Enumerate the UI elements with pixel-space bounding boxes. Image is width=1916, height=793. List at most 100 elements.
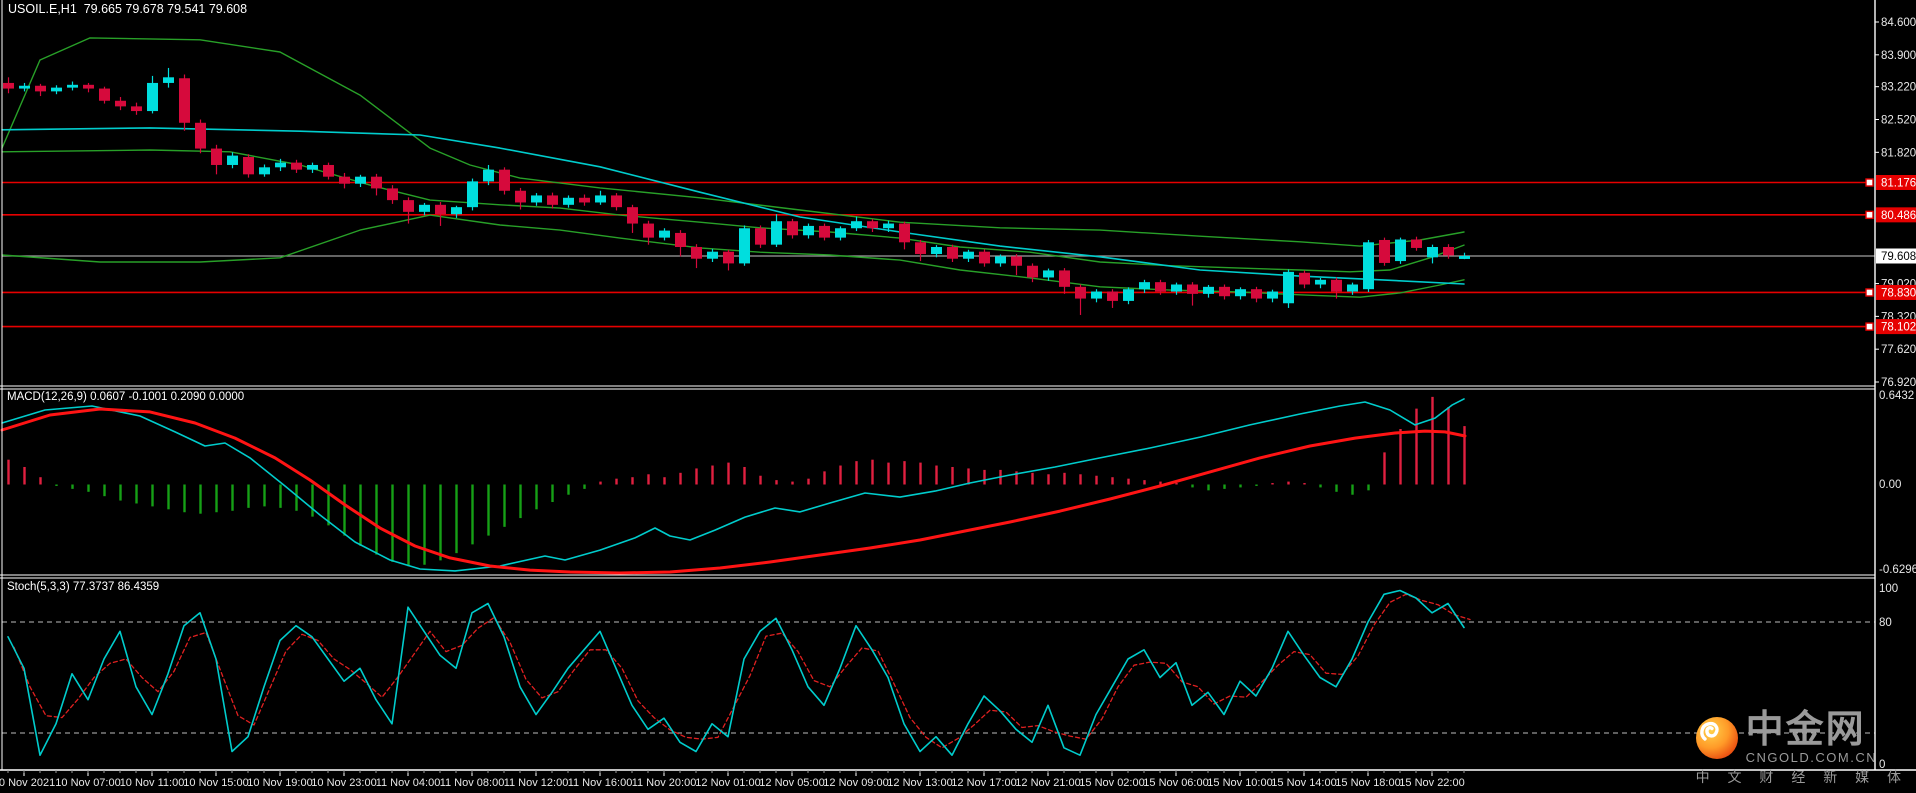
- candle-body: [707, 251, 718, 259]
- time-axis-label: 15 Nov 06:00: [1143, 777, 1208, 789]
- candle-body: [1059, 270, 1070, 287]
- time-axis-label: 12 Nov 21:00: [1015, 777, 1080, 789]
- bollinger-lower-line: [1, 214, 1465, 298]
- candle-body: [227, 155, 238, 165]
- candle-body: [1011, 256, 1022, 266]
- line-endpoint-handle[interactable]: [1865, 322, 1874, 331]
- stoch-k-line: [7, 589, 1465, 757]
- candle-body: [131, 106, 142, 112]
- candle-body: [675, 232, 686, 247]
- time-axis-label: 15 Nov 18:00: [1335, 777, 1400, 789]
- time-axis-label: 11 Nov 12:00: [504, 777, 569, 789]
- time-axis-label: 12 Nov 05:00: [759, 777, 824, 789]
- stoch-scale-100: 100: [1879, 583, 1898, 595]
- candle-body: [867, 221, 878, 229]
- candle-body: [531, 195, 542, 203]
- macd-main-line: [1, 398, 1465, 572]
- candle-body: [371, 176, 382, 189]
- candle-body: [323, 164, 334, 177]
- candle-body: [419, 204, 430, 212]
- watermark: 中金网 CNGOLD.COM.CN 中 文 财 经 新 媒 体: [1695, 709, 1908, 787]
- candle-body: [819, 225, 830, 238]
- time-axis-label: 10 Nov 11:00: [120, 777, 185, 789]
- candle-body: [739, 228, 750, 264]
- candle-body: [1155, 282, 1166, 292]
- candle-body: [1283, 271, 1294, 304]
- line-endpoint-handle[interactable]: [1865, 178, 1874, 187]
- time-axis-label: 15 Nov 02:00: [1079, 777, 1144, 789]
- candle-body: [659, 230, 670, 238]
- candle-body: [915, 242, 926, 255]
- watermark-brand-text: 中金网: [1745, 709, 1866, 751]
- candle-body: [755, 228, 766, 245]
- candle-body: [771, 221, 782, 245]
- candle-body: [1363, 242, 1374, 290]
- candle-body: [1043, 270, 1054, 278]
- candle-body: [691, 247, 702, 259]
- price-axis-label: 83.900: [1881, 50, 1916, 62]
- candle-body: [35, 85, 46, 92]
- time-axis-label: 12 Nov 09:00: [823, 777, 888, 789]
- chart-title: USOIL.E,H1 79.665 79.678 79.541 79.608: [8, 2, 248, 16]
- stoch-panel: [2, 589, 1875, 757]
- time-axis-label: 15 Nov 14:00: [1271, 777, 1336, 789]
- candle-body: [515, 190, 526, 203]
- stoch-panel-surface[interactable]: [2, 579, 1875, 770]
- candle-body: [483, 169, 494, 182]
- candle-body: [211, 148, 222, 165]
- candle-body: [339, 176, 350, 184]
- candle-body: [67, 84, 78, 88]
- line-endpoint-handle[interactable]: [1865, 210, 1874, 220]
- watermark-domain-text: CNGOLD.COM.CN: [1745, 750, 1878, 765]
- candle-body: [1267, 291, 1278, 299]
- line-endpoint-handle[interactable]: [1865, 288, 1874, 297]
- price-tag-label: 80.486: [1881, 210, 1916, 222]
- candle-body: [451, 207, 462, 215]
- time-axis-label: 11 Nov 20:00: [632, 777, 697, 789]
- time-axis-label: 12 Nov 17:00: [951, 777, 1016, 789]
- candle-body: [83, 84, 94, 89]
- candle-body: [1171, 284, 1182, 292]
- flame-swirl-icon: [1699, 721, 1719, 741]
- candle-body: [563, 197, 574, 205]
- price-axis-label: 83.220: [1881, 82, 1916, 94]
- candle-body: [195, 122, 206, 149]
- candle-body: [1427, 247, 1438, 258]
- macd-scale-max: 0.6432: [1879, 390, 1914, 402]
- time-axis-label: 12 Nov 13:00: [887, 777, 952, 789]
- watermark-tagline-text: 中 文 财 经 新 媒 体: [1695, 769, 1908, 785]
- candles: [3, 67, 1470, 315]
- candle-body: [883, 223, 894, 229]
- candle-body: [163, 77, 174, 83]
- stoch-indicator-label: Stoch(5,3,3) 77.3737 86.4359: [7, 581, 160, 593]
- candle-body: [243, 157, 254, 175]
- time-axis-label: 10 Nov 07:00: [55, 777, 120, 789]
- macd-panel-surface[interactable]: [2, 389, 1875, 576]
- candle-body: [147, 82, 158, 112]
- candle-body: [579, 197, 590, 203]
- candle-body: [19, 85, 30, 89]
- price-panel-surface[interactable]: [2, 0, 1875, 386]
- candle-body: [1379, 239, 1390, 263]
- moving-average-line: [1, 127, 1465, 285]
- candle-body: [1075, 286, 1086, 299]
- candle-body: [259, 167, 270, 175]
- time-axis-label: 11 Nov 16:00: [568, 777, 633, 789]
- bollinger-upper-line: [1, 37, 1465, 247]
- price-tag: [1876, 175, 1916, 190]
- candle-body: [1331, 279, 1342, 292]
- candle-body: [995, 256, 1006, 264]
- price-tag-label: 81.176: [1881, 178, 1916, 190]
- candle-body: [1411, 239, 1422, 248]
- candle-body: [643, 223, 654, 238]
- candle-body: [1219, 286, 1230, 297]
- price-axis-label: 76.920: [1881, 377, 1916, 389]
- candle-body: [307, 164, 318, 170]
- candle-body: [963, 251, 974, 259]
- candle-body: [1203, 286, 1214, 294]
- candle-body: [723, 251, 734, 264]
- macd-indicator-label: MACD(12,26,9) 0.0607 -0.1001 0.2090 0.00…: [7, 391, 245, 403]
- candle-body: [3, 82, 14, 89]
